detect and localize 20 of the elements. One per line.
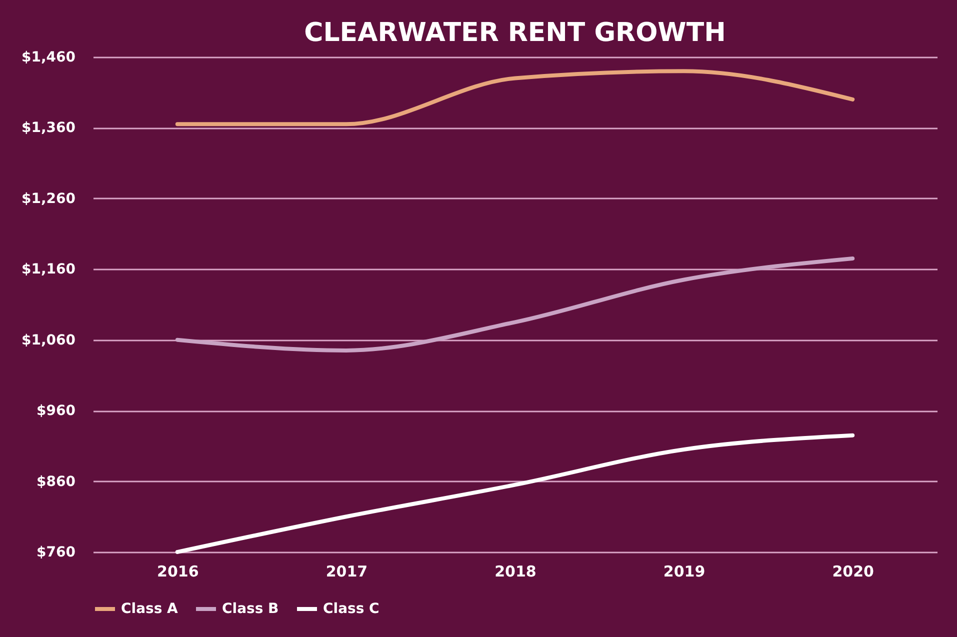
x-tick-label: 2016	[157, 562, 199, 580]
y-tick-label: $1,360	[21, 120, 76, 136]
line-series	[175, 69, 855, 126]
legend-label: Class C	[323, 601, 380, 617]
y-tick-label: $1,260	[21, 190, 76, 207]
y-tick-label: $960	[36, 403, 76, 420]
y-tick-label: $1,460	[21, 50, 76, 66]
x-tick-label: 2018	[494, 562, 536, 580]
x-tick-label: 2020	[832, 562, 874, 580]
x-tick-label: 2019	[663, 562, 706, 580]
legend-label: Class A	[121, 601, 178, 617]
line-series	[175, 433, 855, 554]
chart-title: CLEARWATER RENT GROWTH	[304, 18, 726, 48]
line-series	[175, 256, 855, 352]
y-tick-label: $860	[36, 474, 76, 490]
y-tick-label: $1,160	[21, 262, 76, 278]
y-tick-label: $760	[36, 544, 76, 560]
y-tick-label: $1,060	[21, 332, 76, 348]
x-tick-label: 2017	[326, 562, 368, 580]
legend-label: Class B	[222, 601, 279, 617]
